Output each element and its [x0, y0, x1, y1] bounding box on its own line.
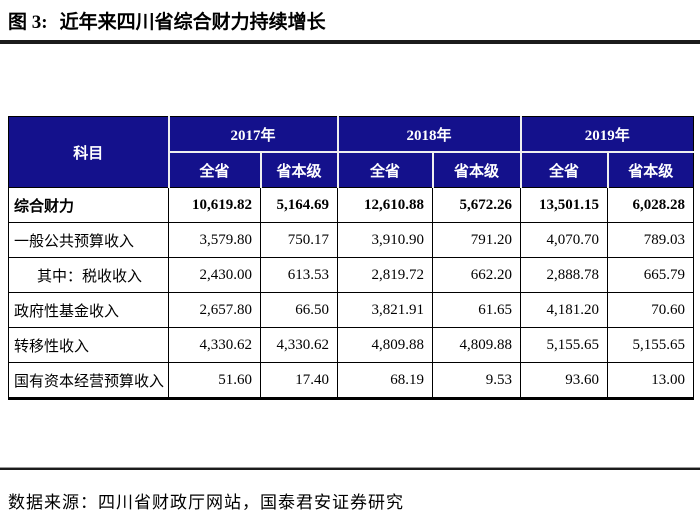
cell-value: 51.60 [168, 362, 261, 399]
table-row-transfer-income: 转移性收入 4,330.62 4,330.62 4,809.88 4,809.8… [8, 327, 695, 363]
cell-value: 61.65 [432, 292, 522, 328]
row-label: 综合财力 [8, 187, 169, 223]
cell-value: 613.53 [259, 257, 339, 293]
cell-value: 5,672.26 [432, 187, 522, 223]
cell-value: 791.20 [432, 222, 522, 258]
table-header: 科目 2017年 2018年 2019年 全省 省本级 全省 省本级 全省 省本… [8, 116, 694, 188]
cell-value: 70.60 [607, 292, 695, 328]
figure-number: 图 3: [8, 12, 48, 33]
data-source-note: 数据来源：四川省财政厅网站，国泰君安证券研究 [8, 493, 404, 512]
subcolumn-header-row: 全省 省本级 全省 省本级 全省 省本级 [9, 152, 694, 188]
cell-value: 3,579.80 [168, 222, 261, 258]
cell-value: 4,181.20 [520, 292, 609, 328]
cell-value: 9.53 [432, 362, 522, 399]
cell-value: 2,888.78 [520, 257, 609, 293]
cell-value: 17.40 [259, 362, 339, 399]
cell-value: 5,164.69 [259, 187, 339, 223]
cell-value: 93.60 [520, 362, 609, 399]
cell-value: 4,809.88 [432, 327, 522, 363]
cell-value: 68.19 [337, 362, 434, 399]
header-cell-provincial-level-2018: 省本级 [431, 152, 521, 188]
cell-value: 13.00 [607, 362, 695, 399]
cell-value: 2,657.80 [168, 292, 261, 328]
cell-value: 10,619.82 [168, 187, 261, 223]
table-row-public-budget: 一般公共预算收入 3,579.80 750.17 3,910.90 791.20… [8, 222, 695, 258]
header-cell-province-2017: 全省 [168, 152, 261, 188]
table-row-state-capital: 国有资本经营预算收入 51.60 17.40 68.19 9.53 93.60 … [8, 362, 695, 399]
cell-value: 3,910.90 [337, 222, 434, 258]
cell-value: 662.20 [432, 257, 522, 293]
header-cell-year-2018: 2018年 [336, 116, 521, 153]
cell-value: 4,070.70 [520, 222, 609, 258]
cell-value: 4,330.62 [259, 327, 339, 363]
header-cell-year-2019: 2019年 [519, 116, 694, 153]
cell-value: 2,430.00 [168, 257, 261, 293]
cell-value: 2,819.72 [337, 257, 434, 293]
year-header-row: 科目 2017年 2018年 2019年 [8, 116, 694, 188]
figure-title: 图 3: 近年来四川省综合财力持续增长 [0, 0, 700, 37]
cell-value: 6,028.28 [607, 187, 695, 223]
row-label: 转移性收入 [8, 327, 169, 363]
cell-value: 3,821.91 [337, 292, 434, 328]
figure-title-text: 近年来四川省综合财力持续增长 [59, 12, 326, 33]
table-row-gov-fund: 政府性基金收入 2,657.80 66.50 3,821.91 61.65 4,… [8, 292, 695, 328]
cell-value: 12,610.88 [337, 187, 434, 223]
cell-value: 66.50 [259, 292, 339, 328]
table-row-total: 综合财力 10,619.82 5,164.69 12,610.88 5,672.… [8, 187, 695, 223]
cell-value: 5,155.65 [607, 327, 695, 363]
cell-value: 4,330.62 [168, 327, 261, 363]
title-divider-rule [0, 40, 700, 44]
row-label: 其中：税收收入 [8, 257, 169, 293]
cell-value: 4,809.88 [337, 327, 434, 363]
header-cell-province-2018: 全省 [336, 152, 433, 188]
header-cell-province-2019: 全省 [519, 152, 608, 188]
header-cell-year-2017: 2017年 [167, 116, 338, 153]
header-cell-subject: 科目 [8, 116, 170, 188]
cell-value: 789.03 [607, 222, 695, 258]
row-label: 国有资本经营预算收入 [8, 362, 169, 399]
table-body: 综合财力 10,619.82 5,164.69 12,610.88 5,672.… [8, 187, 695, 399]
table-row-tax-revenue: 其中：税收收入 2,430.00 613.53 2,819.72 662.20 … [8, 257, 695, 293]
row-label: 政府性基金收入 [8, 292, 169, 328]
header-cell-provincial-level-2017: 省本级 [259, 152, 338, 188]
header-cell-provincial-level-2019: 省本级 [606, 152, 694, 188]
cell-value: 665.79 [607, 257, 695, 293]
fiscal-data-table: 科目 2017年 2018年 2019年 全省 省本级 全省 省本级 全省 省本… [8, 116, 695, 400]
cell-value: 5,155.65 [520, 327, 609, 363]
cell-value: 13,501.15 [520, 187, 609, 223]
cell-value: 750.17 [259, 222, 339, 258]
footer-divider-rule [0, 467, 700, 470]
row-label: 一般公共预算收入 [8, 222, 169, 258]
